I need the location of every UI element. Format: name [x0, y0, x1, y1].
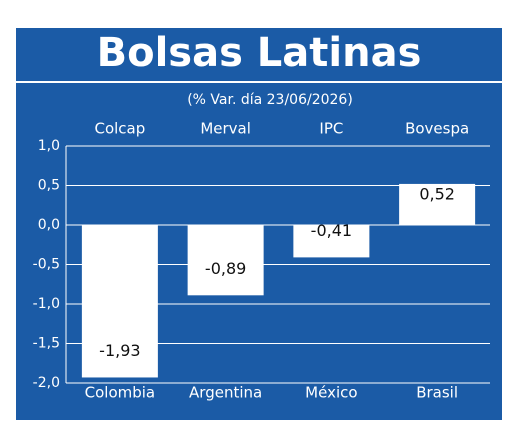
chart-title: Bolsas Latinas [97, 30, 422, 76]
y-tick-label: 0,5 [38, 178, 60, 194]
x-tick-label: Argentina [189, 384, 262, 402]
index-label: Merval [200, 120, 251, 138]
x-tick-label: Colombia [85, 384, 156, 402]
x-tick-label: Brasil [416, 384, 458, 402]
value-label: 0,52 [419, 184, 455, 203]
y-tick-label: -1,5 [33, 336, 60, 352]
value-label: -1,93 [99, 341, 140, 360]
y-tick-label: 0,0 [38, 217, 60, 233]
y-tick-label: -2,0 [33, 375, 60, 391]
bar [81, 225, 158, 378]
value-label: -0,41 [311, 221, 352, 240]
bar [293, 225, 370, 258]
value-label: -0,89 [205, 259, 246, 278]
subtitle: (% Var. día 23/06/2026) [187, 92, 353, 108]
bar [187, 225, 264, 296]
index-label: Colcap [94, 120, 145, 138]
index-label: Bovespa [405, 120, 469, 138]
index-label: IPC [319, 120, 343, 138]
x-tick-label: México [305, 384, 357, 402]
y-tick-label: 1,0 [38, 138, 60, 154]
y-tick-label: -0,5 [33, 257, 60, 273]
bar [399, 183, 476, 225]
y-tick-label: -1,0 [33, 296, 60, 312]
